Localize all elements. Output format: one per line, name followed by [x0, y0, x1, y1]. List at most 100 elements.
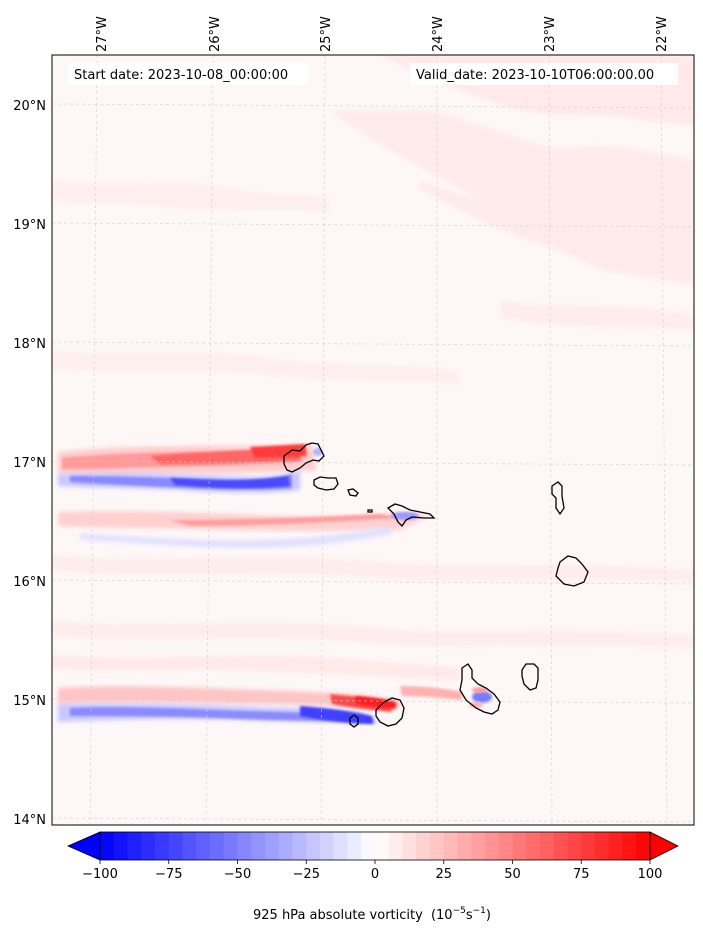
colorbar-segment [100, 832, 115, 860]
colorbar-segment [182, 832, 197, 860]
colorbar-segment [210, 832, 225, 860]
colorbar-segment [457, 832, 472, 860]
colorbar-segment [127, 832, 142, 860]
colorbar-segment [306, 832, 321, 860]
faint-positive-patches [52, 55, 694, 680]
colorbar-units-suffix: ) [486, 908, 491, 923]
colorbar-segment [223, 832, 238, 860]
colorbar-tick-label: −25 [293, 867, 320, 882]
island-santa-luzia [347, 488, 359, 497]
colorbar-extend-max [649, 831, 679, 861]
x-tick-label: 24°W [431, 16, 446, 52]
colorbar-segment [265, 832, 280, 860]
colorbar-segment [292, 832, 307, 860]
x-tick-label: 23°W [543, 16, 558, 52]
island-fogo [375, 697, 405, 727]
colorbar-segment [622, 832, 637, 860]
colorbar-segment [196, 832, 211, 860]
lower-jet-band [58, 448, 492, 724]
colorbar-segment [375, 832, 390, 860]
colorbar-segment [278, 832, 293, 860]
colorbar-tick-label: −75 [155, 867, 182, 882]
colorbar-segment [595, 832, 610, 860]
colorbar-segment [540, 832, 555, 860]
colorbar-tick-label: 75 [573, 867, 590, 882]
colorbar-segment [141, 832, 156, 860]
y-tick-label: 18°N [13, 337, 46, 352]
colorbar-segment [155, 832, 170, 860]
start-date-label: Start date: 2023-10-08_00:00:00 [74, 68, 288, 83]
colorbar-tick-label: −50 [224, 867, 251, 882]
colorbar-ticks: −100 −75 −50 −25 0 25 50 75 100 [82, 860, 662, 882]
colorbar-segment [512, 832, 527, 860]
colorbar-units-exp2: −1 [473, 906, 486, 916]
colorbar-segment [361, 832, 376, 860]
colorbar-segment [430, 832, 445, 860]
map-frame [51, 54, 695, 826]
colorbar-label: 925 hPa absolute vorticity (10−5s−1) [253, 906, 491, 923]
y-tick-labels: 20°N 19°N 18°N 17°N 16°N 15°N 14°N [13, 99, 46, 828]
y-tick-label: 15°N [13, 694, 46, 709]
island-sal [551, 481, 565, 516]
colorbar-segments [100, 832, 651, 860]
island-sao-vicente [313, 476, 339, 491]
valid-date-label: Valid_date: 2023-10-10T06:00:00.00 [416, 68, 654, 83]
colorbar-tick-label: 25 [435, 867, 452, 882]
colorbar-units-prefix: (10 [431, 908, 453, 923]
x-tick-label: 26°W [208, 16, 223, 52]
colorbar-tick-label: 0 [371, 867, 379, 882]
island-branco [367, 509, 373, 513]
y-tick-label: 16°N [13, 575, 46, 590]
middle-jet-band [58, 511, 430, 548]
colorbar-segment [251, 832, 266, 860]
colorbar-segment [553, 832, 568, 860]
colorbar-segment [581, 832, 596, 860]
colorbar-units-exp1: −5 [453, 906, 466, 916]
y-tick-label: 19°N [13, 218, 46, 233]
island-maio [521, 663, 539, 691]
colorbar: −100 −75 −50 −25 0 25 50 75 100 925 hPa absolute… [67, 831, 679, 923]
colorbar-segment [443, 832, 458, 860]
start-date-box [68, 63, 308, 85]
y-tick-label: 17°N [13, 456, 46, 471]
x-tick-label: 27°W [95, 16, 110, 52]
valid-date-box [410, 63, 678, 85]
colorbar-segment [471, 832, 486, 860]
colorbar-tick-label: 50 [504, 867, 521, 882]
colorbar-tick-label: 100 [638, 867, 663, 882]
colorbar-segment [485, 832, 500, 860]
colorbar-segment [113, 832, 128, 860]
colorbar-segment [402, 832, 417, 860]
gridlines [52, 55, 694, 825]
colorbar-units-mid: s [466, 908, 473, 923]
colorbar-segment [237, 832, 252, 860]
colorbar-segment [168, 832, 183, 860]
island-brava [349, 714, 359, 728]
y-tick-label: 20°N [13, 99, 46, 114]
colorbar-label-text: 925 hPa absolute vorticity [253, 908, 423, 923]
island-santiago [459, 663, 501, 715]
colorbar-segment [388, 832, 403, 860]
colorbar-segment [347, 832, 362, 860]
x-tick-label: 22°W [655, 16, 670, 52]
colorbar-segment [320, 832, 335, 860]
colorbar-tick-label: −100 [82, 867, 118, 882]
colorbar-segment [636, 832, 651, 860]
colorbar-segment [608, 832, 623, 860]
island-santo-antao [283, 442, 325, 473]
x-tick-labels: 27°W 26°W 25°W 24°W 23°W 22°W [95, 16, 670, 52]
colorbar-extend-min [67, 831, 101, 861]
x-tick-label: 25°W [319, 16, 334, 52]
upper-jet-band [58, 444, 316, 493]
colorbar-segment [333, 832, 348, 860]
colorbar-segment [526, 832, 541, 860]
colorbar-segment [416, 832, 431, 860]
coastlines [283, 442, 589, 728]
colorbar-segment [567, 832, 582, 860]
colorbar-segment [498, 832, 513, 860]
island-sao-nicolau [386, 503, 436, 528]
island-boa-vista [555, 555, 589, 587]
vorticity-field [52, 55, 694, 825]
y-tick-label: 14°N [13, 813, 46, 828]
